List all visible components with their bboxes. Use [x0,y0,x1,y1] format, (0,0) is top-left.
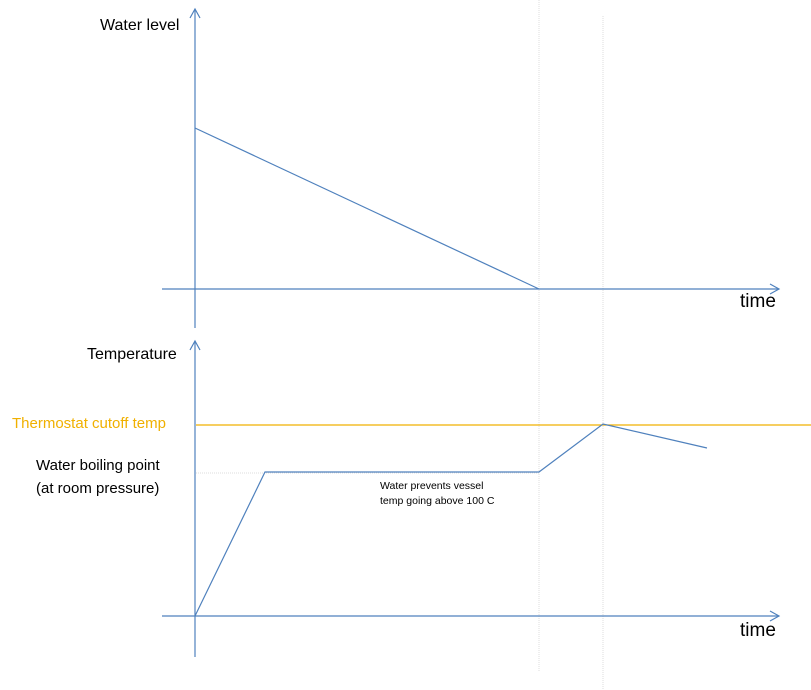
bottom-y-axis-label: Temperature [87,346,177,363]
annotation-line1: Water prevents vessel [380,480,483,492]
top-y-axis-arrow [189,7,201,19]
water-level-curve [194,127,540,290]
boiling-point-label-line2: (at room pressure) [36,480,159,497]
bottom-plot [162,339,781,657]
bottom-y-axis-arrow [189,339,201,351]
boiling-point-label-line1: Water boiling point [36,457,161,474]
top-plot [162,7,781,328]
temperature-curve [194,423,708,617]
annotation-line2: temp going above 100 C [380,495,495,507]
top-x-axis-arrow [769,283,781,295]
bottom-x-axis-label: time [740,620,776,641]
top-y-axis-label: Water level [100,17,179,34]
top-x-axis-label: time [740,291,776,312]
thermostat-cutoff-label: Thermostat cutoff temp [12,415,166,432]
bottom-x-axis-arrow [769,610,781,622]
